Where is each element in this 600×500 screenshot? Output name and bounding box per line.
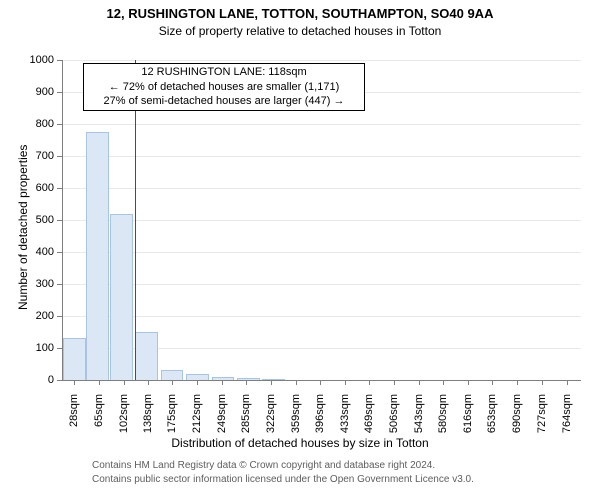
- ytick-mark: [57, 316, 62, 317]
- ytick-label: 500: [24, 214, 54, 226]
- xtick-label: 249sqm: [216, 394, 228, 442]
- xtick-label: 653sqm: [486, 394, 498, 442]
- xtick-label: 764sqm: [561, 394, 573, 442]
- xtick-mark: [172, 380, 173, 385]
- gridline: [63, 316, 581, 317]
- ytick-label: 1000: [24, 54, 54, 66]
- ytick-label: 800: [24, 118, 54, 130]
- chart-title-line2: Size of property relative to detached ho…: [0, 24, 600, 38]
- histogram-bar: [212, 377, 235, 380]
- xtick-label: 727sqm: [536, 394, 548, 442]
- annotation-line: ← 72% of detached houses are smaller (1,…: [84, 80, 364, 95]
- gridline: [63, 284, 581, 285]
- xtick-label: 469sqm: [363, 394, 375, 442]
- xtick-label: 28sqm: [68, 394, 80, 442]
- ytick-mark: [57, 124, 62, 125]
- annotation-line: 27% of semi-detached houses are larger (…: [84, 94, 364, 109]
- xtick-label: 285sqm: [240, 394, 252, 442]
- ytick-mark: [57, 220, 62, 221]
- xtick-mark: [296, 380, 297, 385]
- xtick-mark: [197, 380, 198, 385]
- xtick-label: 65sqm: [93, 394, 105, 442]
- gridline: [63, 124, 581, 125]
- xtick-mark: [320, 380, 321, 385]
- xtick-label: 212sqm: [191, 394, 203, 442]
- histogram-bar: [110, 214, 133, 380]
- xtick-mark: [124, 380, 125, 385]
- histogram-bar: [262, 379, 285, 380]
- xtick-label: 175sqm: [166, 394, 178, 442]
- footer-line-2: Contains public sector information licen…: [92, 474, 474, 485]
- ytick-label: 400: [24, 246, 54, 258]
- xtick-mark: [148, 380, 149, 385]
- xtick-label: 690sqm: [511, 394, 523, 442]
- ytick-label: 600: [24, 182, 54, 194]
- xtick-mark: [246, 380, 247, 385]
- ytick-mark: [57, 156, 62, 157]
- xtick-mark: [345, 380, 346, 385]
- annotation-box: 12 RUSHINGTON LANE: 118sqm← 72% of detac…: [83, 63, 365, 111]
- histogram-bar: [86, 132, 109, 380]
- xtick-mark: [542, 380, 543, 385]
- ytick-mark: [57, 380, 62, 381]
- ytick-mark: [57, 348, 62, 349]
- xtick-label: 543sqm: [413, 394, 425, 442]
- histogram-bar: [63, 338, 86, 380]
- chart-container: { "title": { "line1": "12, RUSHINGTON LA…: [0, 0, 600, 500]
- gridline: [63, 60, 581, 61]
- histogram-bar: [135, 332, 158, 380]
- ytick-label: 900: [24, 86, 54, 98]
- histogram-bar: [161, 370, 184, 380]
- ytick-mark: [57, 92, 62, 93]
- ytick-label: 700: [24, 150, 54, 162]
- gridline: [63, 156, 581, 157]
- ytick-label: 0: [24, 374, 54, 386]
- annotation-line: 12 RUSHINGTON LANE: 118sqm: [84, 65, 364, 80]
- xtick-label: 322sqm: [265, 394, 277, 442]
- gridline: [63, 188, 581, 189]
- xtick-label: 396sqm: [314, 394, 326, 442]
- ytick-mark: [57, 188, 62, 189]
- xtick-label: 616sqm: [462, 394, 474, 442]
- xtick-label: 433sqm: [339, 394, 351, 442]
- ytick-mark: [57, 252, 62, 253]
- ytick-label: 100: [24, 342, 54, 354]
- xtick-mark: [222, 380, 223, 385]
- xtick-mark: [443, 380, 444, 385]
- chart-title-line1: 12, RUSHINGTON LANE, TOTTON, SOUTHAMPTON…: [0, 6, 600, 21]
- gridline: [63, 220, 581, 221]
- xtick-mark: [74, 380, 75, 385]
- xtick-mark: [419, 380, 420, 385]
- xtick-mark: [492, 380, 493, 385]
- xtick-mark: [567, 380, 568, 385]
- ytick-mark: [57, 284, 62, 285]
- xtick-label: 359sqm: [290, 394, 302, 442]
- xtick-label: 102sqm: [118, 394, 130, 442]
- xtick-label: 506sqm: [388, 394, 400, 442]
- xtick-mark: [369, 380, 370, 385]
- xtick-mark: [394, 380, 395, 385]
- xtick-mark: [99, 380, 100, 385]
- xtick-mark: [271, 380, 272, 385]
- ytick-label: 200: [24, 310, 54, 322]
- ytick-mark: [57, 60, 62, 61]
- footer-line-1: Contains HM Land Registry data © Crown c…: [92, 460, 435, 471]
- xtick-label: 580sqm: [437, 394, 449, 442]
- xtick-mark: [517, 380, 518, 385]
- histogram-bar: [237, 378, 260, 380]
- xtick-mark: [468, 380, 469, 385]
- gridline: [63, 252, 581, 253]
- xtick-label: 138sqm: [142, 394, 154, 442]
- ytick-label: 300: [24, 278, 54, 290]
